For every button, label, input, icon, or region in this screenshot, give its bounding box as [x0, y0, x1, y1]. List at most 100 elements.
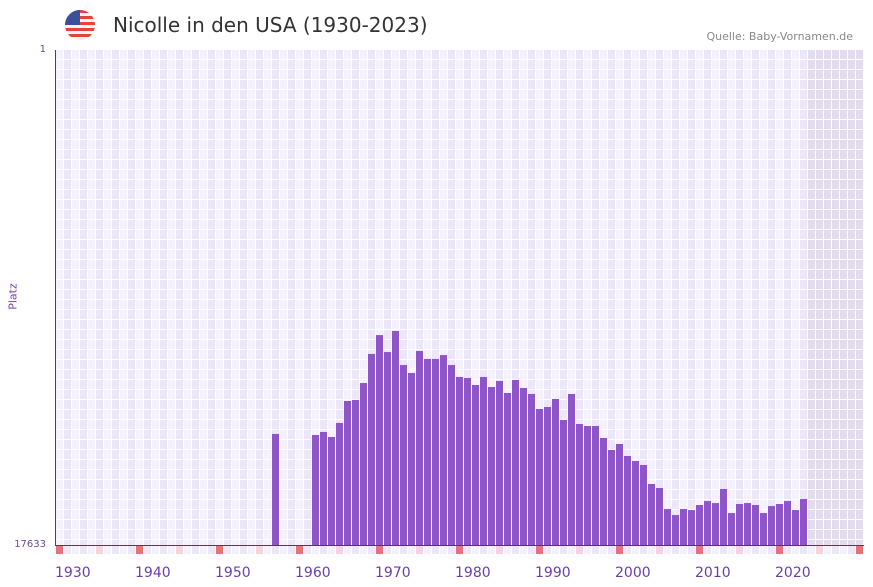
grid-cell — [224, 500, 231, 509]
grid-cell — [232, 470, 239, 479]
grid-cell — [432, 130, 439, 139]
grid-cell — [624, 410, 631, 419]
grid-cell — [304, 140, 311, 149]
grid-cell — [808, 440, 815, 449]
grid-cell — [536, 210, 543, 219]
grid-cell — [96, 360, 103, 369]
grid-cell — [728, 430, 735, 439]
grid-cell — [392, 60, 399, 69]
grid-cell — [760, 360, 767, 369]
grid-cell — [288, 150, 295, 159]
grid-cell — [824, 250, 831, 259]
grid-cell — [432, 250, 439, 259]
grid-cell — [832, 50, 839, 59]
grid-cell — [144, 160, 151, 169]
grid-cell — [112, 480, 119, 489]
grid-cell — [168, 480, 175, 489]
grid-cell — [680, 100, 687, 109]
grid-cell — [224, 160, 231, 169]
grid-cell — [688, 80, 695, 89]
grid-cell — [512, 130, 519, 139]
grid-cell — [696, 310, 703, 319]
grid-cell — [112, 110, 119, 119]
grid-cell — [192, 410, 199, 419]
grid-cell — [160, 350, 167, 359]
grid-cell — [680, 330, 687, 339]
grid-cell — [640, 60, 647, 69]
grid-cell — [672, 90, 679, 99]
grid-cell — [600, 400, 607, 409]
grid-cell — [128, 60, 135, 69]
grid-cell — [304, 430, 311, 439]
grid-cell — [72, 230, 79, 239]
grid-cell — [320, 110, 327, 119]
grid-cell — [240, 220, 247, 229]
grid-cell — [832, 130, 839, 139]
grid-cell — [88, 540, 95, 545]
grid-cell — [56, 60, 63, 69]
grid-cell — [640, 460, 647, 469]
grid-cell — [64, 90, 71, 99]
grid-cell — [696, 220, 703, 229]
grid-cell — [464, 340, 471, 349]
grid-cell — [288, 300, 295, 309]
grid-cell — [760, 290, 767, 299]
grid-cell — [768, 250, 775, 259]
grid-cell — [200, 210, 207, 219]
grid-cell — [752, 140, 759, 149]
grid-cell — [232, 450, 239, 459]
year-marker — [368, 546, 375, 554]
grid-cell — [712, 300, 719, 309]
grid-cell — [744, 260, 751, 269]
grid-cell — [200, 360, 207, 369]
grid-cell — [752, 310, 759, 319]
grid-cell — [248, 260, 255, 269]
grid-cell — [656, 330, 663, 339]
grid-cell — [720, 400, 727, 409]
grid-cell — [264, 420, 271, 429]
grid-cell — [296, 80, 303, 89]
grid-cell — [248, 120, 255, 129]
grid-cell — [648, 200, 655, 209]
year-marker — [72, 546, 79, 554]
grid-cell — [88, 90, 95, 99]
grid-cell — [344, 330, 351, 339]
grid-cell — [832, 380, 839, 389]
grid-cell — [304, 240, 311, 249]
grid-cell — [528, 150, 535, 159]
grid-cell — [616, 290, 623, 299]
grid-cell — [760, 280, 767, 289]
grid-cell — [456, 230, 463, 239]
grid-cell — [224, 490, 231, 499]
grid-cell — [712, 170, 719, 179]
grid-cell — [608, 130, 615, 139]
grid-cell — [336, 140, 343, 149]
grid-cell — [688, 120, 695, 129]
grid-cell — [320, 60, 327, 69]
grid-cell — [744, 430, 751, 439]
grid-cell — [816, 220, 823, 229]
grid-cell — [624, 420, 631, 429]
grid-cell — [72, 160, 79, 169]
grid-cell — [376, 200, 383, 209]
grid-cell — [472, 320, 479, 329]
grid-cell — [176, 210, 183, 219]
grid-cell — [680, 420, 687, 429]
grid-cell — [368, 160, 375, 169]
grid-cell — [320, 130, 327, 139]
grid-cell — [104, 160, 111, 169]
grid-cell — [656, 120, 663, 129]
grid-cell — [352, 150, 359, 159]
grid-cell — [784, 390, 791, 399]
grid-cell — [568, 220, 575, 229]
grid-cell — [824, 120, 831, 129]
grid-cell — [800, 100, 807, 109]
grid-cell — [560, 380, 567, 389]
grid-cell — [280, 520, 287, 529]
grid-cell — [584, 260, 591, 269]
grid-cell — [368, 60, 375, 69]
grid-cell — [424, 180, 431, 189]
grid-cell — [624, 120, 631, 129]
grid-cell — [488, 170, 495, 179]
grid-cell — [824, 480, 831, 489]
